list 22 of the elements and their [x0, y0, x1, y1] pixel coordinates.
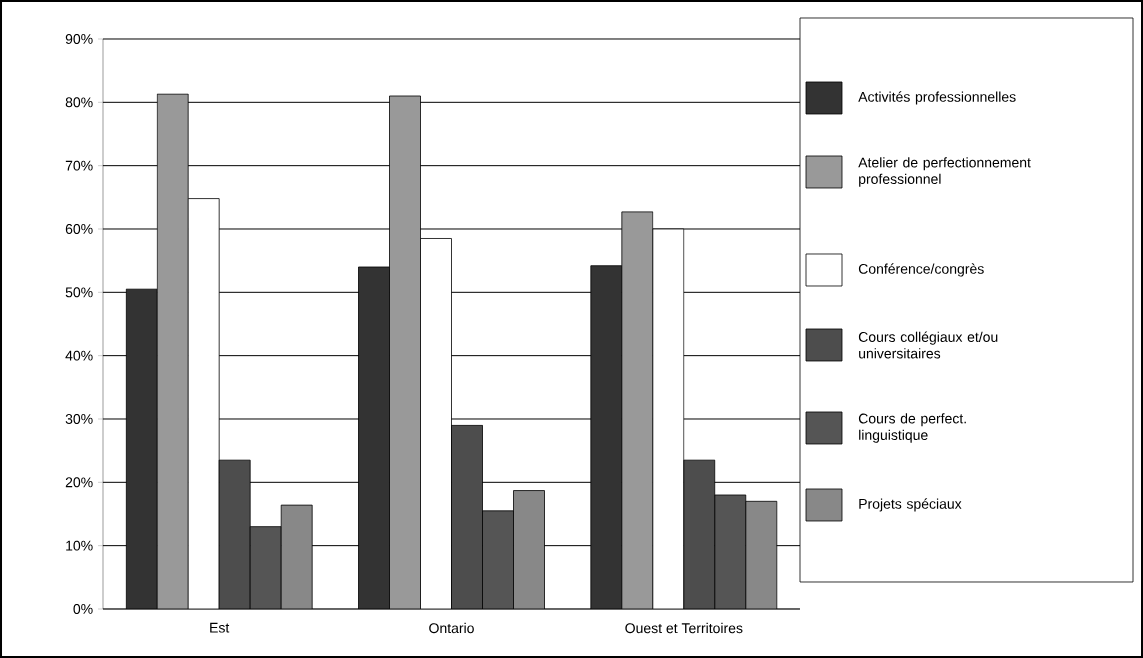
legend-label: Cours collégiaux et/ou universitaires [858, 331, 998, 359]
x-tick-label: Est [210, 622, 230, 633]
y-tick-label: 30% [65, 414, 93, 424]
legend-label: Projets spéciaux [859, 498, 962, 512]
legend-label: Cours de perfect. linguistique [858, 413, 966, 443]
y-tick-label: 10% [66, 540, 93, 551]
y-tick-label: 60% [65, 224, 93, 234]
bar [513, 490, 545, 609]
legend-label: Activités professionnelles [858, 91, 1016, 105]
y-tick-label: 40% [65, 350, 93, 361]
y-tick-label: 0% [73, 604, 93, 614]
bar [280, 504, 313, 609]
legend-label: Atelier de perfectionnement professionnel [858, 157, 1031, 187]
x-tick-label: Ouest et Territoires [625, 622, 743, 634]
y-tick-label: 90% [65, 34, 93, 44]
y-tick-label: 70% [65, 160, 93, 171]
legend-label: Conférence/congrès [858, 263, 984, 277]
y-tick-label: 20% [65, 477, 93, 488]
bar [745, 500, 778, 609]
y-tick-label: 80% [65, 97, 93, 108]
x-tick-label: Ontario [429, 622, 474, 634]
y-tick-label: 50% [65, 287, 93, 298]
